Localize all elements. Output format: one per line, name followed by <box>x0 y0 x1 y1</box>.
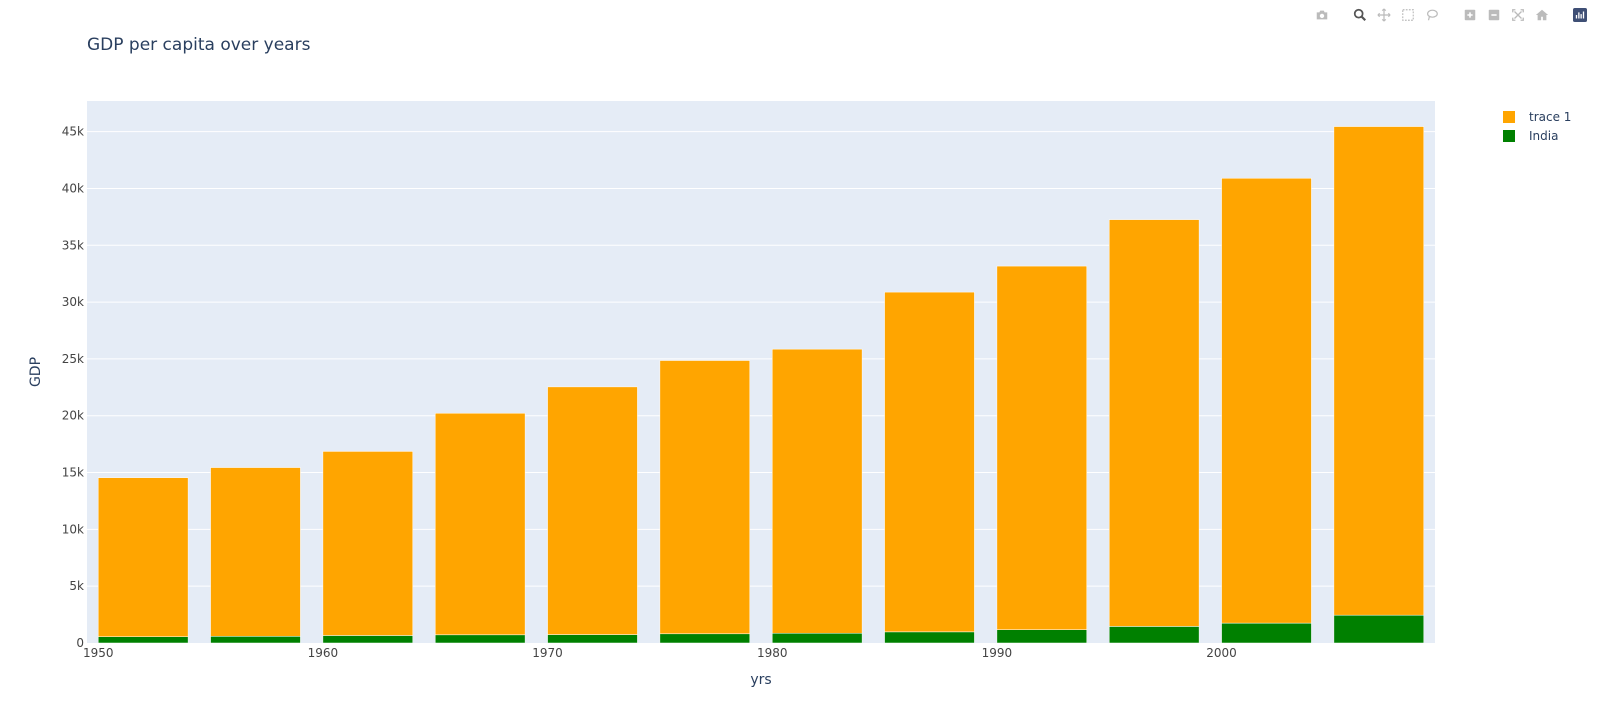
legend-swatch <box>1503 110 1515 123</box>
y-tick-label: 45k <box>62 125 84 139</box>
bar-trace-1-1987[interactable] <box>884 291 975 633</box>
x-tick-label: 1970 <box>532 646 563 660</box>
bars <box>97 126 1425 644</box>
bar-trace-1-1967[interactable] <box>434 412 526 636</box>
modebar-group-export <box>1310 6 1334 24</box>
bar-trace-1-2007[interactable] <box>1333 126 1425 616</box>
bar-trace-1-2002[interactable] <box>1221 178 1312 624</box>
bar-trace-1-1982[interactable] <box>771 348 863 634</box>
bar-trace-1-1962[interactable] <box>322 451 414 636</box>
x-tick-label: 1950 <box>83 646 114 660</box>
grid-lines <box>87 131 1435 587</box>
bar-india-1992[interactable] <box>996 629 1088 644</box>
bar-india-1982[interactable] <box>771 632 863 644</box>
legend-swatch <box>1503 129 1515 142</box>
plot-area <box>87 101 1435 643</box>
bar-trace-1-1992[interactable] <box>996 265 1088 630</box>
y-tick-label: 25k <box>62 352 84 366</box>
box-select-icon[interactable] <box>1396 6 1420 24</box>
zoom-icon[interactable] <box>1348 6 1372 24</box>
bar-india-1967[interactable] <box>434 634 526 644</box>
y-tick-label: 0 <box>76 636 84 650</box>
legend-label: trace 1 <box>1529 109 1572 124</box>
x-tick-label: 2000 <box>1206 646 1237 660</box>
y-tick-label: 30k <box>62 295 84 309</box>
bar-trace-1-1957[interactable] <box>210 467 301 637</box>
modebar-group-select <box>1348 6 1444 24</box>
y-tick-label: 40k <box>62 181 84 195</box>
modebar <box>1296 6 1592 24</box>
bar-india-1962[interactable] <box>322 635 414 644</box>
bar-india-1977[interactable] <box>659 633 751 644</box>
zoom-in-icon[interactable] <box>1458 6 1482 24</box>
y-tick-label: 10k <box>62 522 84 536</box>
x-axis-label: yrs <box>750 672 771 688</box>
y-tick-label: 20k <box>62 409 84 423</box>
lasso-select-icon[interactable] <box>1420 6 1444 24</box>
camera-icon[interactable] <box>1310 6 1334 24</box>
bar-trace-1-1972[interactable] <box>547 386 638 635</box>
bar-india-1997[interactable] <box>1108 626 1200 644</box>
y-axis-ticks: 0 5k 10k 15k 20k 25k 30k 35k 40k 45k <box>62 125 84 650</box>
modebar-group-zoom <box>1458 6 1554 24</box>
y-axis-label: GDP <box>28 357 44 387</box>
bar-india-2002[interactable] <box>1221 622 1312 644</box>
x-tick-label: 1980 <box>757 646 788 660</box>
bar-india-1957[interactable] <box>210 636 301 644</box>
legend-item-india[interactable]: India <box>1503 126 1571 145</box>
x-tick-label: 1990 <box>982 646 1013 660</box>
bar-india-1987[interactable] <box>884 631 975 644</box>
legend-label: India <box>1529 128 1559 143</box>
bar-trace-1-1977[interactable] <box>659 360 751 635</box>
bar-trace-1-1952[interactable] <box>97 477 189 638</box>
legend-item-trace-1[interactable]: trace 1 <box>1503 107 1571 126</box>
x-axis-ticks: 1950 1960 1970 1980 1990 2000 <box>83 646 1237 660</box>
y-tick-label: 35k <box>62 238 84 252</box>
modebar-group-logo <box>1568 6 1592 24</box>
bar-india-1952[interactable] <box>97 636 189 644</box>
y-tick-label: 15k <box>62 466 84 480</box>
bar-trace-1-1997[interactable] <box>1108 219 1200 627</box>
chart-title: GDP per capita over years <box>87 35 311 55</box>
bar-india-1972[interactable] <box>547 634 638 644</box>
bar-india-2007[interactable] <box>1333 614 1425 644</box>
pan-icon[interactable] <box>1372 6 1396 24</box>
plotly-logo-icon[interactable] <box>1568 6 1592 24</box>
legend: trace 1 India <box>1503 107 1571 145</box>
autoscale-icon[interactable] <box>1506 6 1530 24</box>
zoom-out-icon[interactable] <box>1482 6 1506 24</box>
y-tick-label: 5k <box>69 579 84 593</box>
x-tick-label: 1960 <box>308 646 339 660</box>
reset-axes-icon[interactable] <box>1530 6 1554 24</box>
